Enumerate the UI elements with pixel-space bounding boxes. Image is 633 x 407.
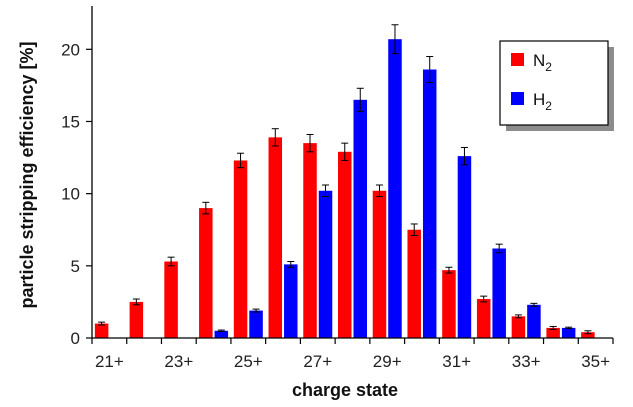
error-bar-n2-32+ [480,295,488,303]
bar-n2-31+ [442,270,456,338]
error-bar-n2-34+ [549,325,557,330]
x-axis-title: charge state [292,380,398,400]
bar-n2-32+ [476,299,491,338]
x-tick-label: 23+ [164,352,193,371]
error-bar-n2-22+ [132,298,140,306]
error-bar-n2-21+ [98,321,106,326]
legend: N2 H2 [499,40,614,131]
bar-n2-27+ [303,143,317,338]
x-tick-label: 25+ [234,352,263,371]
bar-h2-29+ [388,39,402,338]
y-tick-label: 15 [61,112,80,131]
bar-h2-33+ [527,304,541,338]
bar-n2-29+ [372,190,387,338]
x-tick-label: 35+ [581,352,610,371]
error-bar-h2-29+ [391,24,399,55]
bar-n2-24+ [199,208,213,338]
bar-h2-34+ [561,327,576,338]
bar-h2-32+ [492,248,506,338]
error-bar-n2-29+ [375,184,383,198]
bar-h2-27+ [318,190,333,338]
bar-h2-30+ [422,69,437,338]
legend-label-n2: N2 [533,51,552,74]
axes-layer: 0 5 10 15 20 21+ 23+ 25+ 27+ 29+ 31+ 33+ 35+ [61,6,614,371]
legend-label-h2: H2 [533,90,552,113]
bar-h2-28+ [353,99,367,339]
bar-h2-31+ [457,156,472,338]
y-tick-label: 20 [61,40,80,59]
x-tick-label: 21+ [95,352,124,371]
error-bar-n2-28+ [341,142,349,161]
y-tick-label: 10 [61,185,80,204]
error-bar-h2-26+ [287,260,295,268]
error-bar-n2-25+ [237,152,245,169]
x-tick-label: 31+ [442,352,471,371]
error-bar-h2-24+ [217,329,225,333]
error-bar-n2-35+ [584,330,592,335]
bar-h2-26+ [284,264,298,338]
x-tick-label: 33+ [512,352,541,371]
error-bar-h2-28+ [356,87,364,112]
error-bar-n2-30+ [410,223,418,237]
error-bar-n2-31+ [445,266,453,274]
bar-h2-25+ [249,310,263,338]
x-tick-label: 29+ [373,352,402,371]
bar-n2-34+ [546,327,560,338]
error-bar-h2-25+ [252,308,260,313]
error-bar-h2-27+ [322,184,330,198]
legend-swatch-h2 [511,92,524,105]
x-tick-label: 27+ [303,352,332,371]
y-tick-label: 0 [71,329,80,348]
error-bar-h2-33+ [530,302,538,307]
bar-n2-23+ [164,261,178,338]
bar-n2-33+ [511,316,526,338]
error-bar-h2-32+ [495,243,503,254]
error-bar-n2-23+ [167,256,175,267]
error-bar-n2-26+ [271,128,279,147]
y-tick-label: 5 [71,257,80,276]
error-bar-h2-31+ [460,146,468,166]
bar-n2-21+ [94,323,109,338]
error-bar-n2-24+ [202,201,210,215]
bar-n2-30+ [407,229,421,338]
bar-n2-25+ [233,160,248,338]
error-bar-h2-30+ [426,56,434,84]
y-axis-title: particle stripping efficiency [%] [17,41,37,308]
bars-layer [94,24,595,339]
legend-swatch-n2 [511,53,524,66]
bar-n2-35+ [581,332,595,338]
error-bar-n2-27+ [306,133,314,153]
bar-n2-26+ [268,137,283,338]
bar-n2-22+ [129,301,144,338]
bar-n2-28+ [338,151,352,338]
bar-h2-24+ [214,330,229,338]
error-bar-n2-33+ [514,314,522,319]
error-bar-h2-34+ [565,326,573,330]
